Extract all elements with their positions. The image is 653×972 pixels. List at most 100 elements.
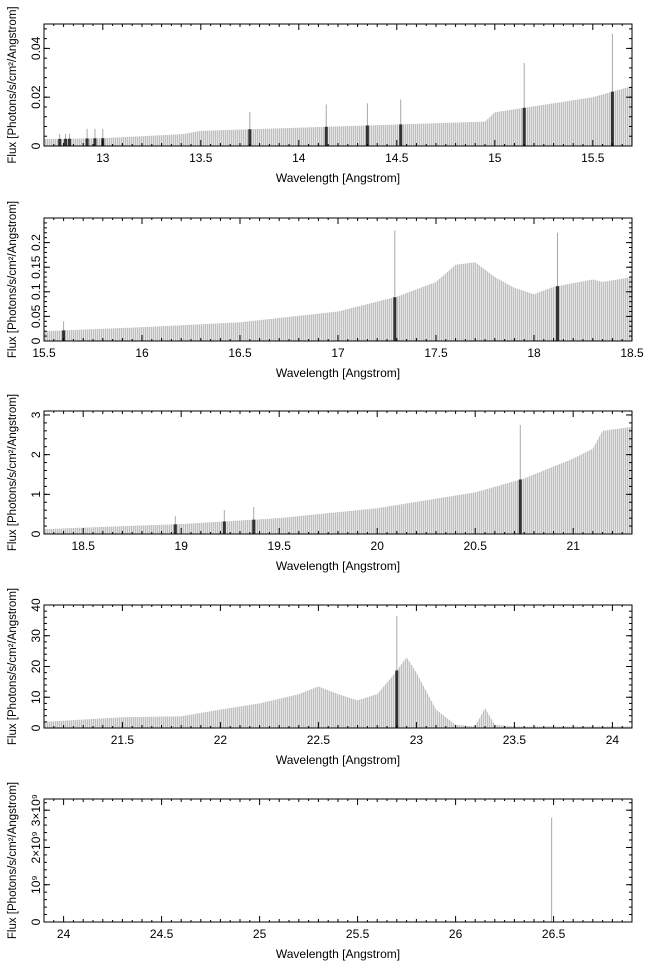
emission-line-bar xyxy=(610,91,614,146)
y-axis-label: Flux [Photons/s/cm²/Angstrom] xyxy=(7,588,19,745)
emission-line-bar xyxy=(222,521,226,534)
y-axis-ticks xyxy=(44,414,632,535)
emission-line-bar xyxy=(173,524,177,534)
y-tick-label: 1 xyxy=(29,491,43,498)
x-tick-label: 24 xyxy=(606,733,620,747)
y-tick-label: 0 xyxy=(29,142,43,149)
spectrum-panel-4: 21.5 22 22.5 23 23.5 24 0 10 20 30 40 Wavelength [A… xyxy=(7,588,633,767)
spectrum-panel-1: 13 13.5 14 14.5 15 15.5 0 0.02 0.04 Wavelength [A… xyxy=(7,6,633,185)
x-axis-label: Wavelength [Angstrom] xyxy=(276,753,400,767)
x-tick-label: 20.5 xyxy=(464,539,488,553)
y-tick-label: 10⁹ xyxy=(29,875,43,894)
x-tick-label: 22.5 xyxy=(307,733,331,747)
x-axis-label: Wavelength [Angstrom] xyxy=(276,559,400,573)
x-tick-label: 18.5 xyxy=(620,346,644,360)
y-tick-label: 30 xyxy=(29,629,43,643)
y-axis-label: Flux [Photons/s/cm²/Angstrom] xyxy=(7,782,19,939)
x-tick-label: 14 xyxy=(292,151,306,165)
x-tick-label: 23 xyxy=(410,733,424,747)
x-tick-label: 21.5 xyxy=(111,733,135,747)
x-tick-label: 23.5 xyxy=(503,733,527,747)
emission-line-bar xyxy=(93,138,97,146)
spectrum-panel-3: 18.5 19 19.5 20 20.5 21 0 1 2 3 Wavelength [Angstr… xyxy=(7,394,633,573)
emission-line-bar xyxy=(252,519,256,534)
y-axis-ticks xyxy=(44,604,632,729)
y-tick-label: 0.2 xyxy=(29,234,43,251)
x-tick-label: 25.5 xyxy=(346,927,370,941)
y-tick-label: 0.02 xyxy=(29,85,43,109)
y-axis-label: Flux [Photons/s/cm²/Angstrom] xyxy=(7,394,19,551)
y-tick-label: 3 xyxy=(29,411,43,418)
emission-line-bar xyxy=(67,138,71,146)
emission-line-bar xyxy=(395,670,399,728)
y-tick-label: 3×10⁹ xyxy=(29,794,43,826)
x-tick-label: 15.5 xyxy=(581,151,605,165)
continuum-fill xyxy=(44,262,632,341)
x-axis-ticks xyxy=(43,24,633,146)
continuum-fill xyxy=(44,426,632,534)
x-axis-label: Wavelength [Angstrom] xyxy=(276,171,400,185)
emission-line-bar xyxy=(324,126,328,146)
continuum-bars xyxy=(45,262,632,341)
y-tick-label: 0 xyxy=(29,530,43,537)
y-tick-label: 2×10⁹ xyxy=(29,831,43,863)
y-axis-ticks xyxy=(44,217,632,342)
y-tick-label: 10 xyxy=(29,690,43,704)
x-tick-label: 13.5 xyxy=(189,151,213,165)
emission-line-bar xyxy=(58,138,62,146)
y-tick-label: 0 xyxy=(29,337,43,344)
x-tick-label: 17 xyxy=(331,346,345,360)
y-tick-label: 0 xyxy=(29,724,43,731)
emission-line-bar xyxy=(64,138,68,146)
emission-line-bar xyxy=(399,124,403,146)
continuum-fill xyxy=(44,86,632,146)
y-axis-ticks xyxy=(44,802,632,923)
emission-line-bar xyxy=(62,330,66,341)
y-tick-label: 20 xyxy=(29,660,43,674)
x-axis-ticks xyxy=(43,799,633,922)
x-tick-label: 13 xyxy=(96,151,110,165)
x-tick-label: 24 xyxy=(57,927,71,941)
x-tick-label: 18 xyxy=(527,346,541,360)
y-tick-label: 0.04 xyxy=(29,36,43,60)
x-tick-label: 21 xyxy=(567,539,581,553)
x-tick-label: 16 xyxy=(135,346,149,360)
y-axis-label: Flux [Photons/s/cm²/Angstrom] xyxy=(7,201,19,358)
x-tick-label: 19 xyxy=(175,539,189,553)
emission-line-bar xyxy=(518,479,522,534)
emission-line-bar xyxy=(522,107,526,146)
spectrum-panel-2: 15.5 16 16.5 17 17.5 18 18.5 0 0.05 0.1 0.15 0.2 Wav… xyxy=(7,201,644,380)
continuum-bars xyxy=(45,658,632,728)
x-tick-label: 15.5 xyxy=(32,346,56,360)
y-axis-label: Flux [Photons/s/cm²/Angstrom] xyxy=(7,6,19,163)
x-tick-label: 19.5 xyxy=(268,539,292,553)
x-axis-label: Wavelength [Angstrom] xyxy=(276,366,400,380)
x-tick-label: 25 xyxy=(253,927,267,941)
x-axis-label: Wavelength [Angstrom] xyxy=(276,947,400,961)
continuum-bars xyxy=(45,426,632,534)
x-tick-label: 15 xyxy=(488,151,502,165)
y-tick-label: 2 xyxy=(29,451,43,458)
x-tick-label: 18.5 xyxy=(72,539,96,553)
y-tick-label: 40 xyxy=(29,598,43,612)
y-axis-ticks xyxy=(44,28,632,147)
x-axis-ticks xyxy=(43,411,633,534)
x-tick-label: 22 xyxy=(214,733,228,747)
x-axis-ticks xyxy=(43,605,633,728)
emission-line-bar xyxy=(393,297,397,341)
spectrum-panel-5: 24 24.5 25 25.5 26 26.5 0 10⁹ 2×10⁹ 3×10⁹ Waveleng… xyxy=(7,782,633,961)
plot-frame xyxy=(43,798,633,923)
x-tick-label: 20 xyxy=(371,539,385,553)
x-tick-label: 14.5 xyxy=(385,151,409,165)
y-tick-label: 0.15 xyxy=(29,255,43,279)
emission-line-bar xyxy=(556,286,560,341)
y-tick-label: 0 xyxy=(29,918,43,925)
x-tick-label: 26.5 xyxy=(542,927,566,941)
continuum-fill xyxy=(44,657,632,728)
emission-line-bar xyxy=(85,138,89,146)
emission-line-bar xyxy=(248,129,252,146)
y-tick-label: 0.05 xyxy=(29,304,43,328)
x-tick-label: 17.5 xyxy=(424,346,448,360)
x-tick-label: 26 xyxy=(449,927,463,941)
